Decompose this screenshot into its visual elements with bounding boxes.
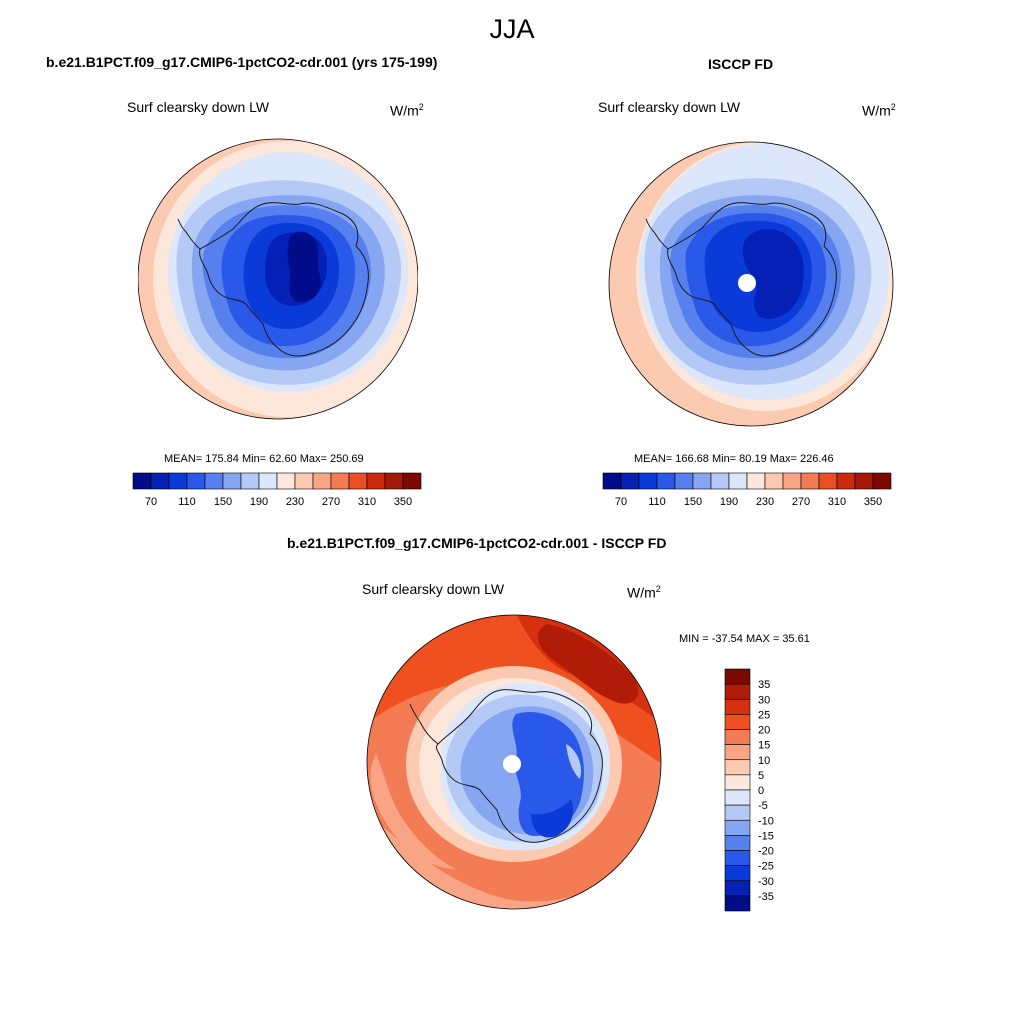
colorbar-model-tick-label: 190 <box>250 496 268 508</box>
colorbar-model-tick-label: 350 <box>394 496 412 508</box>
colorbar-model-swatch <box>258 472 278 490</box>
colorbar-diff-swatch <box>724 683 751 700</box>
colorbar-model-swatch <box>204 472 224 490</box>
colorbar-diff-swatch <box>724 744 751 761</box>
colorbar-obs-tick-label: 270 <box>792 496 810 508</box>
colorbar-obs-swatch <box>692 472 712 490</box>
colorbar-diff-tick-label: -15 <box>758 830 774 842</box>
colorbar-diff-tick-label: 0 <box>758 785 764 797</box>
variable-label-diff: Surf clearsky down LW <box>362 581 505 597</box>
units-label-model: W/m2 <box>390 102 424 119</box>
colorbar-model-swatch <box>186 472 206 490</box>
colorbar-obs-swatch <box>818 472 838 490</box>
colorbar-obs-swatch <box>656 472 676 490</box>
colorbar-diff-swatch <box>724 698 751 715</box>
colorbar-diff-swatch <box>724 774 751 791</box>
colorbar-diff-tick-label: 35 <box>758 679 770 691</box>
colorbar-diff-tick-label: -20 <box>758 846 774 858</box>
colorbar-obs-swatch <box>764 472 784 490</box>
colorbar-obs-swatch <box>602 472 622 490</box>
colorbar-model-swatch <box>312 472 332 490</box>
map-model <box>138 138 418 420</box>
variable-label-obs: Surf clearsky down LW <box>598 99 741 115</box>
colorbar-diff-swatch <box>724 789 751 806</box>
colorbar-model-swatch <box>402 472 422 490</box>
colorbar-obs-swatch <box>800 472 820 490</box>
colorbar-diff-swatch <box>724 729 751 745</box>
panel-title-diff: b.e21.B1PCT.f09_g17.CMIP6-1pctCO2-cdr.00… <box>287 535 667 551</box>
colorbar-obs-swatch <box>746 472 766 490</box>
colorbar-model-swatch <box>240 472 260 490</box>
colorbar-diff-swatch <box>724 895 751 912</box>
colorbar-obs-tick-label: 350 <box>864 496 882 508</box>
colorbar-model-swatch <box>348 472 368 490</box>
colorbar-diff-tick-label: 5 <box>758 770 764 782</box>
colorbar-model-tick-label: 150 <box>214 496 232 508</box>
colorbar-model-swatch <box>330 472 350 490</box>
stats-diff: MIN = -37.54 MAX = 35.61 <box>679 633 810 645</box>
colorbar-diff-tick-label: 10 <box>758 755 770 767</box>
colorbar-model-swatch <box>276 472 296 490</box>
colorbar-obs-swatch <box>674 472 694 490</box>
colorbar-diff-swatch <box>724 835 751 851</box>
map-diff <box>366 614 662 910</box>
colorbar-diff-swatch <box>724 714 751 730</box>
colorbar-model-swatch <box>168 472 188 490</box>
colorbar-model: 70 110 150 190 230 270 310 350 <box>132 472 422 508</box>
colorbar-diff-tick-label: -35 <box>758 891 774 903</box>
colorbar-diff-tick-label: 15 <box>758 740 770 752</box>
colorbar-diff-swatch <box>724 850 751 866</box>
units-label-diff: W/m2 <box>627 584 661 601</box>
stats-model: MEAN= 175.84 Min= 62.60 Max= 250.69 <box>164 453 364 465</box>
colorbar-diff-tick-label: 20 <box>758 725 770 737</box>
season-title: JJA <box>489 14 535 44</box>
colorbar-obs-swatch <box>620 472 640 490</box>
colorbar-model-tick-label: 70 <box>145 496 157 508</box>
colorbar-diff-swatch <box>724 759 751 776</box>
colorbar-diff-swatch <box>724 819 751 836</box>
colorbar-model-swatch <box>222 472 242 490</box>
colorbar-obs-tick-label: 150 <box>684 496 702 508</box>
variable-label-model: Surf clearsky down LW <box>127 99 270 115</box>
colorbar-obs-tick-label: 230 <box>756 496 774 508</box>
colorbar-diff-swatch <box>724 804 751 821</box>
colorbar-model-tick-label: 110 <box>178 496 196 508</box>
colorbar-model-tick-label: 310 <box>358 496 376 508</box>
colorbar-obs-swatch <box>782 472 802 490</box>
colorbar-diff: 35 30 25 20 15 10 5 0 -5 -10 -15 -20 -25 -30 -35 <box>724 668 774 912</box>
panel-title-obs: ISCCP FD <box>708 56 774 72</box>
colorbar-diff-tick-label: -25 <box>758 861 774 873</box>
colorbar-obs-swatch <box>872 472 892 490</box>
colorbar-diff-tick-label: -5 <box>758 800 768 812</box>
colorbar-obs-swatch <box>638 472 658 490</box>
colorbar-obs-swatch <box>728 472 748 490</box>
colorbar-diff-swatch <box>724 865 751 882</box>
colorbar-diff-tick-label: 30 <box>758 694 770 706</box>
colorbar-diff-tick-label: -30 <box>758 876 774 888</box>
colorbar-obs-tick-label: 70 <box>615 496 627 508</box>
colorbar-diff-tick-label: 25 <box>758 709 770 721</box>
colorbar-model-swatch <box>366 472 386 490</box>
colorbar-obs: 70 110 150 190 230 270 310 350 <box>602 472 892 508</box>
colorbar-obs-tick-label: 310 <box>828 496 846 508</box>
map-obs <box>608 141 894 427</box>
colorbar-obs-tick-label: 110 <box>648 496 666 508</box>
colorbar-model-tick-label: 230 <box>286 496 304 508</box>
colorbar-model-swatch <box>132 472 152 490</box>
colorbar-obs-swatch <box>836 472 856 490</box>
colorbar-diff-swatch <box>724 880 751 897</box>
colorbar-model-swatch <box>294 472 314 490</box>
stats-obs: MEAN= 166.68 Min= 80.19 Max= 226.46 <box>634 453 834 465</box>
colorbar-model-swatch <box>150 472 170 490</box>
units-label-obs: W/m2 <box>862 102 896 119</box>
colorbar-diff-swatch <box>724 668 751 685</box>
colorbar-diff-tick-label: -10 <box>758 815 774 827</box>
panel-title-model: b.e21.B1PCT.f09_g17.CMIP6-1pctCO2-cdr.00… <box>46 54 438 70</box>
colorbar-model-swatch <box>384 472 404 490</box>
colorbar-model-tick-label: 270 <box>322 496 340 508</box>
colorbar-obs-swatch <box>710 472 730 490</box>
colorbar-obs-tick-label: 190 <box>720 496 738 508</box>
colorbar-obs-swatch <box>854 472 874 490</box>
